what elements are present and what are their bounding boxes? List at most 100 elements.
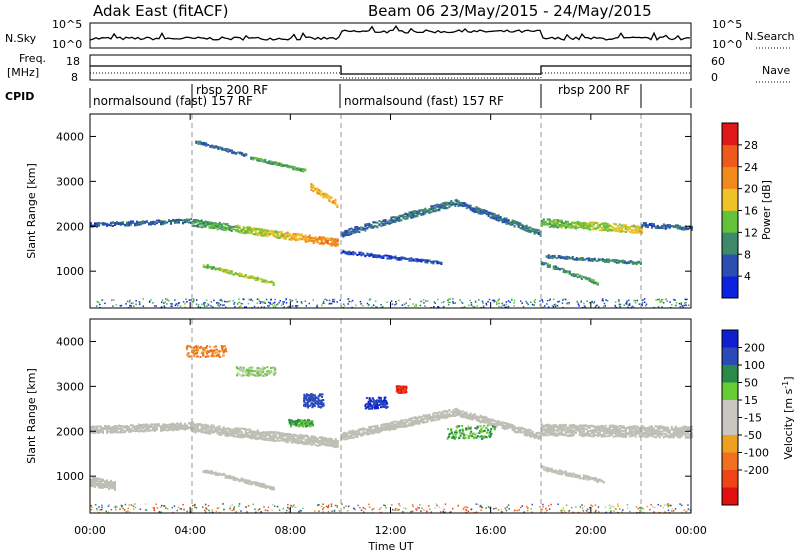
power-cell: [493, 217, 496, 220]
power-cell: [603, 260, 606, 263]
power-cell: [434, 302, 436, 304]
power-cell: [424, 212, 427, 215]
ground-scatter-cell: [98, 477, 100, 480]
ground-scatter-cell: [252, 482, 255, 485]
power-cell: [332, 298, 334, 301]
power-cell: [252, 158, 255, 161]
ground-scatter-cell: [258, 432, 261, 435]
power-cell: [392, 216, 395, 219]
power-cell: [346, 234, 349, 236]
power-cell: [682, 306, 684, 308]
power-cell: [564, 224, 567, 227]
power-cell: [406, 258, 409, 260]
ground-scatter-cell: [382, 424, 385, 427]
ground-scatter-cell: [366, 430, 369, 433]
ground-scatter-cell: [284, 439, 287, 442]
power-cell: [546, 299, 549, 302]
power-cell: [98, 223, 100, 226]
power-cell: [503, 217, 506, 220]
power-cell: [262, 159, 265, 162]
ground-scatter-cell: [108, 481, 110, 484]
ground-scatter-cell: [262, 485, 265, 488]
ground-scatter-cell: [288, 437, 291, 440]
ground-scatter-cell: [224, 474, 227, 477]
power-cell: [537, 229, 540, 232]
ground-scatter-cell: [304, 441, 307, 444]
power-cell: [225, 149, 228, 152]
power-cell: [360, 303, 362, 305]
power-cell: [130, 220, 132, 223]
power-cell: [217, 147, 220, 150]
power-cell: [304, 240, 307, 243]
power-cell: [378, 254, 381, 257]
power-cell: [310, 188, 313, 191]
power-cell: [392, 256, 395, 259]
ground-scatter-cell: [132, 429, 134, 432]
power-cell: [300, 301, 303, 304]
ground-scatter-cell: [432, 417, 435, 420]
ground-scatter-cell: [332, 445, 335, 448]
power-cell: [270, 298, 272, 301]
power-cell: [428, 208, 431, 211]
ground-scatter-cell: [244, 480, 247, 483]
ground-scatter-cell: [436, 417, 439, 420]
power-cell: [294, 237, 297, 240]
power-cell: [118, 223, 120, 226]
power-cell: [499, 218, 502, 221]
power-cell: [242, 227, 245, 230]
power-cell: [513, 220, 516, 223]
power-cell: [602, 300, 604, 302]
ground-scatter-cell: [497, 423, 500, 426]
ground-scatter-cell: [188, 427, 190, 429]
ground-scatter-cell: [218, 473, 221, 476]
ground-scatter-cell: [240, 433, 243, 436]
ground-scatter-cell: [114, 485, 116, 488]
ground-scatter-cell: [521, 427, 524, 430]
ground-scatter-cell: [268, 430, 271, 433]
power-cell: [138, 221, 140, 224]
power-cell: [200, 220, 203, 223]
ground-scatter-cell: [264, 436, 267, 439]
power-cell: [366, 302, 369, 305]
power-cell: [570, 221, 573, 224]
ground-scatter-cell: [416, 421, 419, 424]
ground-scatter-cell: [116, 431, 118, 434]
ground-scatter-cell: [196, 429, 199, 432]
power-cell: [218, 223, 221, 226]
power-cell: [232, 225, 235, 228]
power-cell: [278, 162, 281, 165]
ground-scatter-cell: [310, 438, 313, 441]
ground-scatter-cell: [503, 422, 506, 424]
power-cell: [204, 225, 207, 228]
power-cell: [627, 262, 630, 264]
ground-scatter-cell: [92, 479, 94, 482]
ground-scatter-cell: [236, 434, 239, 437]
power-cell: [550, 224, 553, 227]
power-cell: [192, 298, 195, 300]
power-cell: [332, 242, 335, 245]
ground-scatter-cell: [212, 426, 215, 429]
ground-scatter-cell: [116, 429, 118, 432]
power-cell: [168, 299, 170, 302]
ground-scatter-cell: [354, 435, 357, 438]
ground-scatter-cell: [154, 424, 156, 427]
ground-scatter-cell: [194, 423, 197, 426]
ground-scatter-cell: [92, 476, 94, 479]
ground-scatter-cell: [104, 483, 106, 486]
power-cell: [660, 226, 663, 229]
ground-scatter-cell: [262, 437, 265, 440]
ground-scatter-cell: [328, 441, 331, 443]
power-cell: [588, 227, 591, 230]
power-cell: [230, 271, 233, 274]
power-cell: [581, 258, 584, 261]
ground-scatter-cell: [98, 430, 100, 433]
ground-scatter-cell: [264, 486, 267, 489]
power-cell: [641, 301, 644, 304]
power-cell: [680, 226, 683, 229]
power-cell: [292, 167, 295, 169]
ground-scatter-cell: [446, 411, 449, 414]
power-cell: [322, 196, 325, 199]
power-cell: [425, 300, 427, 302]
power-cell: [320, 236, 323, 239]
power-cell: [334, 240, 337, 243]
